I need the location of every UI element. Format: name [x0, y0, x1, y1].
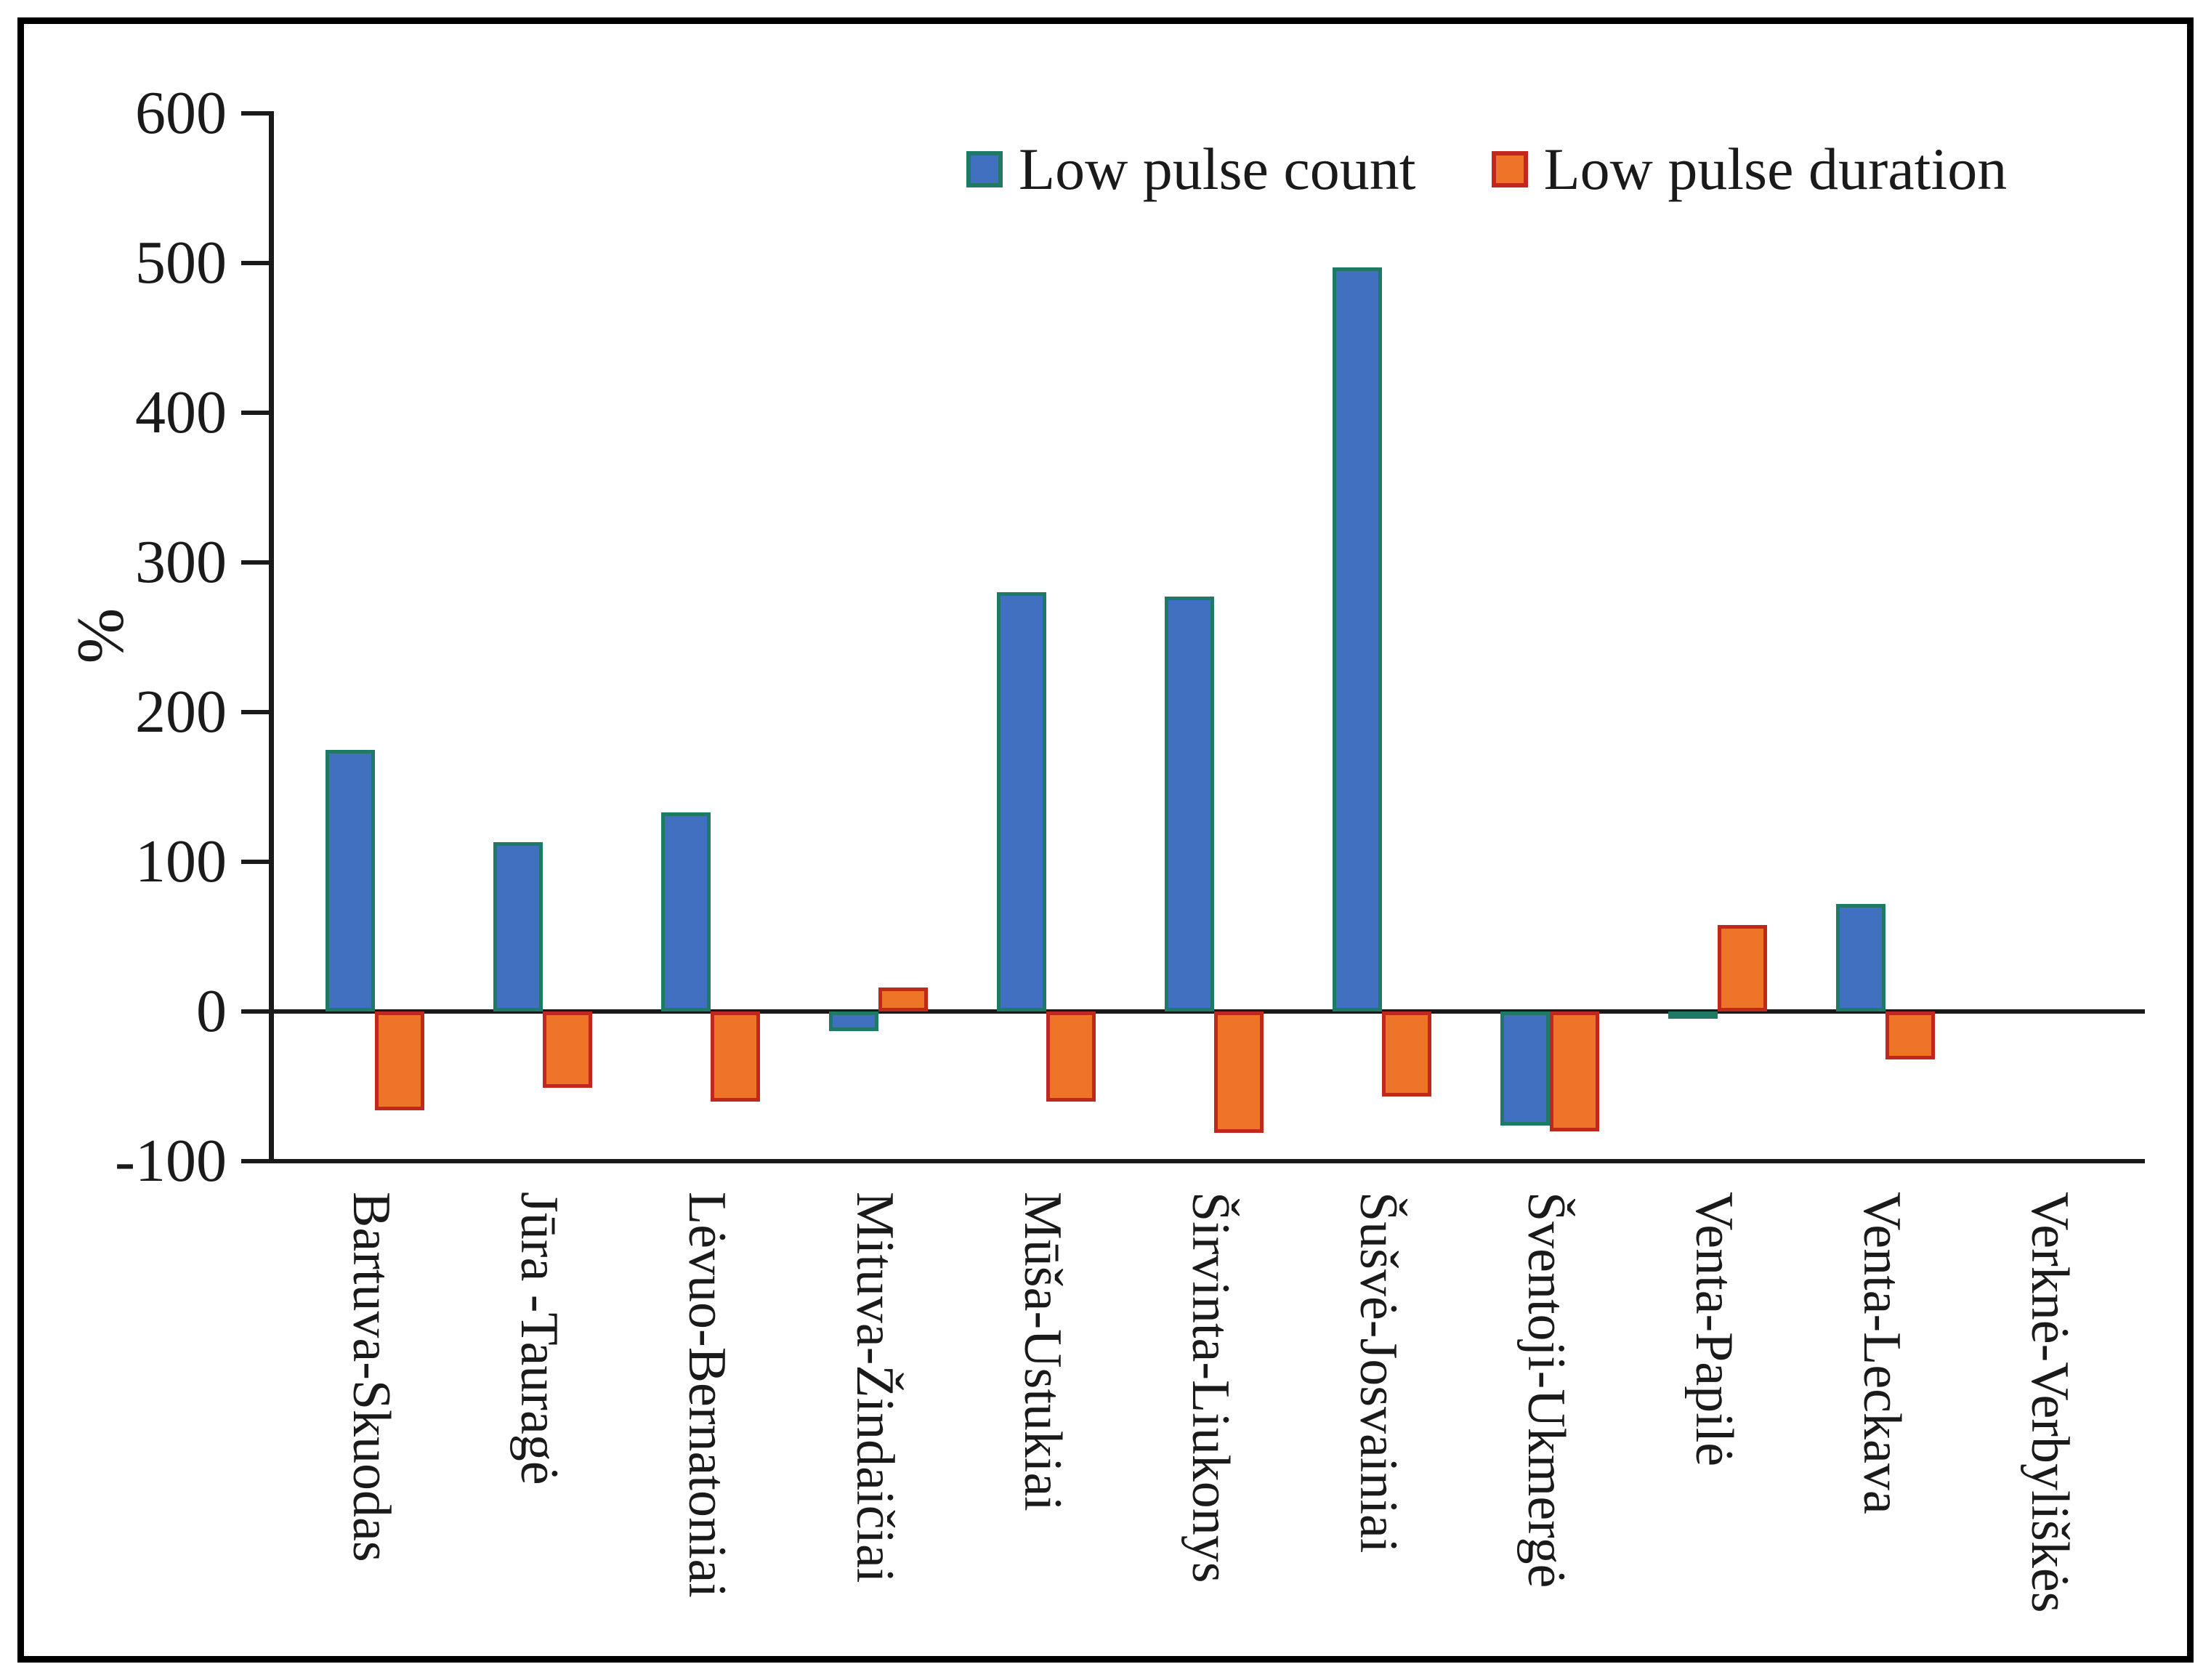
bar	[878, 988, 928, 1011]
legend: Low pulse count Low pulse duration	[966, 140, 2007, 199]
y-tick-label: 200	[135, 678, 227, 746]
y-tick	[241, 860, 269, 864]
figure-frame	[17, 17, 2194, 1663]
y-tick	[241, 560, 269, 565]
y-tick-label: 500	[135, 229, 227, 296]
x-category-label: Verknė-Verbyliškės	[2020, 1192, 2079, 1613]
legend-item: Low pulse duration	[1491, 136, 2008, 202]
bar	[1718, 924, 1767, 1011]
x-axis-line	[269, 1159, 2145, 1163]
bar	[829, 1011, 878, 1031]
legend-swatch-icon	[966, 151, 1003, 187]
y-tick	[241, 1009, 269, 1014]
bar	[1836, 903, 1885, 1011]
bar	[997, 592, 1046, 1011]
bar	[1165, 597, 1214, 1011]
bar	[1214, 1011, 1264, 1133]
x-category-label: Mūša-Ustukiai	[1013, 1192, 1072, 1511]
x-category-label: Venta-Papilė	[1684, 1192, 1744, 1467]
x-category-label: Bartuva-Skuodas	[341, 1192, 401, 1562]
bar	[661, 812, 711, 1011]
y-tick-label: 600	[135, 79, 227, 147]
bar	[1333, 267, 1382, 1011]
bar	[493, 842, 543, 1011]
legend-label: Low pulse duration	[1543, 136, 2008, 202]
bar	[1668, 1011, 1718, 1019]
x-category-label: Venta-Leckava	[1852, 1192, 1912, 1514]
legend-item: Low pulse count	[966, 140, 1416, 199]
y-tick	[241, 411, 269, 415]
y-tick-label: 100	[135, 828, 227, 895]
x-category-label: Šventoji-Ukmergė	[1516, 1192, 1576, 1588]
y-tick-label: 300	[135, 528, 227, 596]
legend-label: Low pulse count	[1019, 136, 1416, 202]
bar	[375, 1011, 424, 1110]
bar	[711, 1011, 760, 1102]
y-tick-label: 0	[196, 977, 227, 1045]
y-tick	[241, 1159, 269, 1163]
x-category-label: Jūra -Tauragė	[509, 1192, 569, 1485]
bar	[1885, 1011, 1935, 1059]
x-category-label: Mituva-Žindaičiai	[845, 1192, 905, 1583]
x-category-label: Lėvuo-Bernatoniai	[677, 1192, 737, 1598]
bar	[1046, 1011, 1096, 1102]
bar	[326, 749, 375, 1011]
y-tick	[241, 261, 269, 265]
y-tick	[241, 111, 269, 116]
bar	[1550, 1011, 1599, 1131]
y-tick-label: -100	[115, 1127, 227, 1195]
bar	[1382, 1011, 1431, 1097]
zero-line	[269, 1009, 2145, 1014]
bar	[1500, 1011, 1550, 1126]
bar	[543, 1011, 592, 1089]
y-tick	[241, 710, 269, 714]
x-category-label: Šušvė-Josvainiai	[1349, 1192, 1408, 1554]
y-axis-line	[269, 111, 274, 1163]
x-category-label: Širvinta-Liukonys	[1181, 1192, 1240, 1583]
legend-swatch-icon	[1491, 151, 1528, 187]
y-tick-label: 400	[135, 379, 227, 446]
